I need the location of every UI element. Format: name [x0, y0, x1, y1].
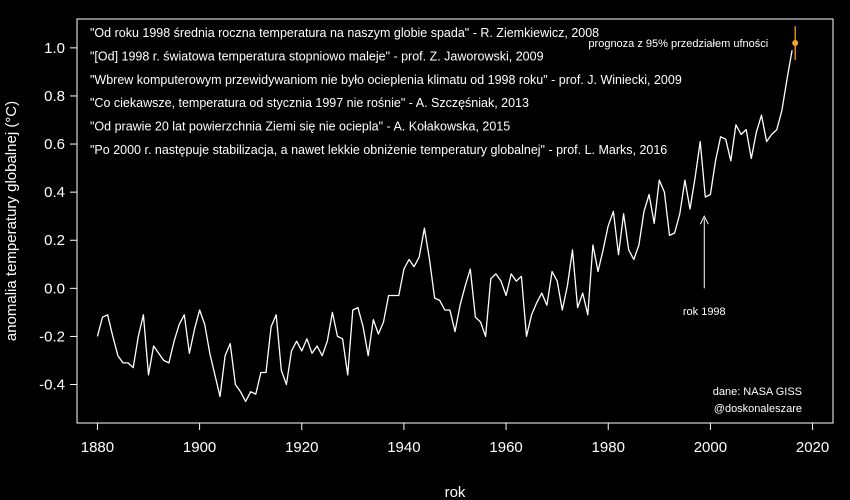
- credits: dane: NASA GISS @doskonaleszare: [713, 386, 802, 415]
- y-axis-label: anomalia temperatury globalnej (°C): [3, 101, 20, 341]
- x-axis-label: rok: [445, 484, 466, 500]
- credit-line: @doskonaleszare: [714, 403, 802, 415]
- temperature-series-line: [96, 50, 793, 403]
- y-tick-label: 0.4: [44, 184, 65, 201]
- x-tick-label: 1900: [183, 439, 216, 456]
- quote-line: "Co ciekawsze, temperatura od stycznia 1…: [90, 96, 529, 110]
- y-tick-label: 0.8: [44, 88, 65, 105]
- year-1998-arrowhead: [699, 215, 709, 225]
- y-tick-label: 0.0: [44, 280, 65, 297]
- quote-line: "[Od] 1998 r. światowa temperatura stopn…: [90, 49, 544, 63]
- x-tick-label: 2020: [796, 439, 829, 456]
- x-tick-label: 1940: [387, 439, 420, 456]
- y-tick-label: 1.0: [44, 40, 65, 57]
- quotes-annotation: "Od roku 1998 średnia roczna temperatura…: [90, 26, 682, 157]
- y-tick-label: -0.4: [39, 377, 65, 394]
- forecast-point: [792, 40, 799, 47]
- quote-line: "Po 2000 r. następuje stabilizacja, a na…: [90, 143, 667, 157]
- x-tick-label: 2000: [694, 439, 727, 456]
- year-1998-label: rok 1998: [683, 306, 726, 318]
- x-tick-label: 1920: [285, 439, 318, 456]
- quote-line: "Wbrew komputerowym przewidywaniom nie b…: [90, 73, 682, 87]
- y-tick-label: 0.2: [44, 232, 65, 249]
- y-tick-label: -0.2: [39, 328, 65, 345]
- quote-line: "Od roku 1998 średnia roczna temperatura…: [90, 26, 599, 40]
- x-tick-label: 1980: [592, 439, 625, 456]
- x-axis: 1880 1900 1920 1940 1960 1980 2000 2020: [81, 423, 829, 456]
- credit-line: dane: NASA GISS: [713, 386, 802, 398]
- quote-line: "Od prawie 20 lat powierzchnia Ziemi się…: [90, 120, 510, 134]
- forecast-label: prognoza z 95% przedziałem ufności: [588, 38, 768, 50]
- forecast-marker: prognoza z 95% przedziałem ufności: [588, 26, 799, 60]
- year-1998-annotation: rok 1998: [683, 215, 726, 318]
- y-axis: -0.4 -0.2 0.0 0.2 0.4 0.6 0.8 1.0: [39, 40, 77, 394]
- x-tick-label: 1960: [489, 439, 522, 456]
- x-tick-label: 1880: [81, 439, 114, 456]
- plot-frame: [76, 18, 834, 424]
- y-tick-label: 0.6: [44, 136, 65, 153]
